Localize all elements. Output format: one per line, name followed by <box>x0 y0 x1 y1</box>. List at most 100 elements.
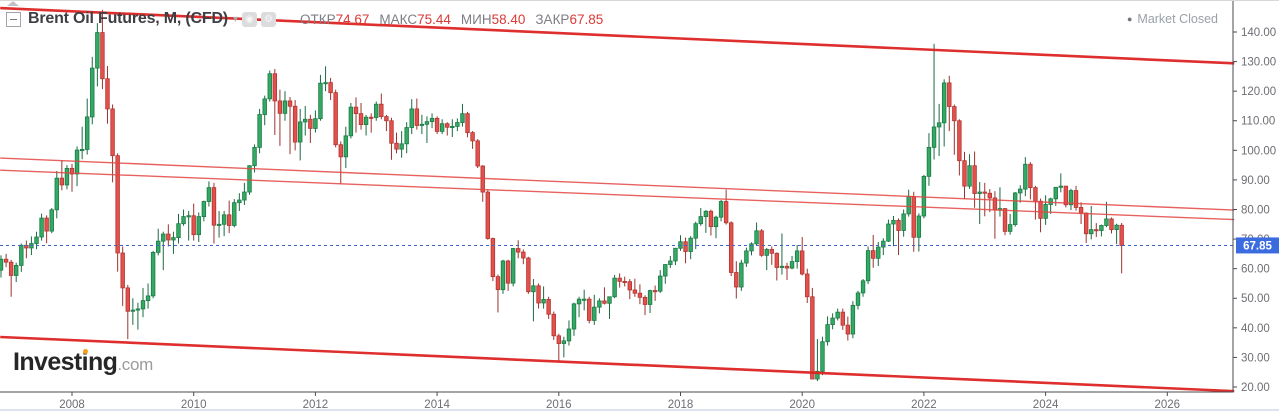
logo-part1: Invest <box>13 348 82 376</box>
candle-body <box>505 260 511 284</box>
candle-body <box>333 92 338 146</box>
scroll-up-arrow[interactable] <box>7 1 19 6</box>
candle-body <box>186 215 191 218</box>
trendline-channel-upper[interactable] <box>0 6 1235 65</box>
candle-body <box>764 249 769 256</box>
candle-body <box>358 113 364 125</box>
candle-body <box>962 160 967 187</box>
trendline-channel-lower[interactable] <box>0 335 1235 393</box>
price-axis-tick-label: 60.00 <box>1241 264 1270 276</box>
candle-body <box>728 222 734 273</box>
logo-suffix: .com <box>117 355 153 374</box>
instrument-title[interactable]: Brent Oil Futures, M, (CFD) <box>28 10 228 27</box>
candle-body <box>931 126 937 148</box>
candle-body <box>1028 163 1033 189</box>
trendline-mid-lower[interactable] <box>0 169 1235 221</box>
candle-body <box>1083 212 1089 235</box>
candle-body <box>374 103 379 118</box>
candle-body <box>110 108 115 157</box>
candle-body <box>663 264 668 277</box>
trendline-mid-upper[interactable] <box>0 157 1235 211</box>
candle-body <box>1018 188 1023 194</box>
candle-body <box>272 73 278 102</box>
candle-body <box>510 248 516 284</box>
candle-body <box>363 116 369 125</box>
candle-body <box>424 121 430 125</box>
candle-body <box>749 243 754 252</box>
candle-body <box>637 292 643 298</box>
candle-body <box>221 214 227 225</box>
candle-body <box>921 175 927 217</box>
chevron-down-icon[interactable]: ▾ <box>232 13 238 25</box>
candle-body <box>450 125 455 128</box>
candle-body <box>460 113 465 123</box>
price-axis-tick-label: 120.00 <box>1241 86 1276 98</box>
candle-body <box>957 120 962 162</box>
candle-body <box>536 285 541 304</box>
visibility-icon[interactable]: ◉ <box>241 11 257 27</box>
candle-body <box>860 280 866 294</box>
candle-body <box>282 100 288 114</box>
candle-body <box>607 296 612 304</box>
candle-body <box>495 276 501 291</box>
candle-body <box>1099 225 1104 231</box>
candle-body <box>693 223 698 239</box>
candle-body <box>896 220 901 231</box>
candle-body <box>211 187 217 226</box>
candle-body <box>531 285 536 293</box>
candle-body <box>201 201 207 217</box>
candle-body <box>602 300 607 304</box>
candle-body <box>734 272 739 288</box>
candle-body <box>784 265 790 269</box>
candle-body <box>125 287 130 312</box>
gear-icon[interactable]: ⚙ <box>260 11 276 27</box>
candle-body <box>876 246 881 259</box>
candle-body <box>1012 192 1018 225</box>
candle-body <box>14 265 19 276</box>
candle-body <box>196 216 201 236</box>
candle-body <box>576 298 582 305</box>
investing-logo[interactable]: Invest ing .com <box>13 348 153 377</box>
candle-body <box>911 196 916 238</box>
candle-body <box>429 117 435 123</box>
candle-body <box>587 298 592 321</box>
candle-body <box>500 260 506 291</box>
candle-body <box>830 317 835 325</box>
candle-body <box>688 237 693 252</box>
candle-body <box>328 82 333 94</box>
candle-body <box>627 281 633 291</box>
candle-body <box>516 248 521 253</box>
candle-body <box>642 296 648 305</box>
candle-body <box>658 275 663 292</box>
trendlines[interactable] <box>0 6 1235 393</box>
candle-body <box>1023 163 1028 190</box>
candle-body <box>384 116 389 122</box>
candle-body <box>769 249 774 254</box>
candle-body <box>470 132 475 142</box>
candle-body <box>216 223 222 226</box>
price-axis-tick-label: 50.00 <box>1241 293 1270 305</box>
candle-body <box>150 251 156 297</box>
ohlc-readout: ОТКР74.67 МАКС75.44 МИН58.40 ЗАКР67.85 <box>290 12 603 27</box>
collapse-panel-icon[interactable] <box>6 11 21 27</box>
candle-body <box>277 100 283 114</box>
candle-body <box>69 167 75 175</box>
candle-body <box>95 32 100 69</box>
time-axis-tick-label: 2014 <box>424 399 450 411</box>
time-axis-tick-label: 2008 <box>59 399 85 411</box>
candle-body <box>1109 218 1114 231</box>
candle-body <box>820 341 825 372</box>
ohlc-high: МАКС75.44 <box>379 11 451 27</box>
candle-body <box>39 217 44 238</box>
candle-body <box>247 165 252 193</box>
time-axis-tick-label: 2018 <box>668 399 694 411</box>
candle-body <box>490 238 496 278</box>
candle-body <box>303 118 308 123</box>
time-axis-tick-label: 2010 <box>181 399 207 411</box>
candle-body <box>64 167 70 186</box>
candle-body <box>947 82 952 107</box>
candle-body <box>308 118 313 129</box>
candle-body <box>617 277 622 282</box>
candle-body <box>181 216 186 225</box>
